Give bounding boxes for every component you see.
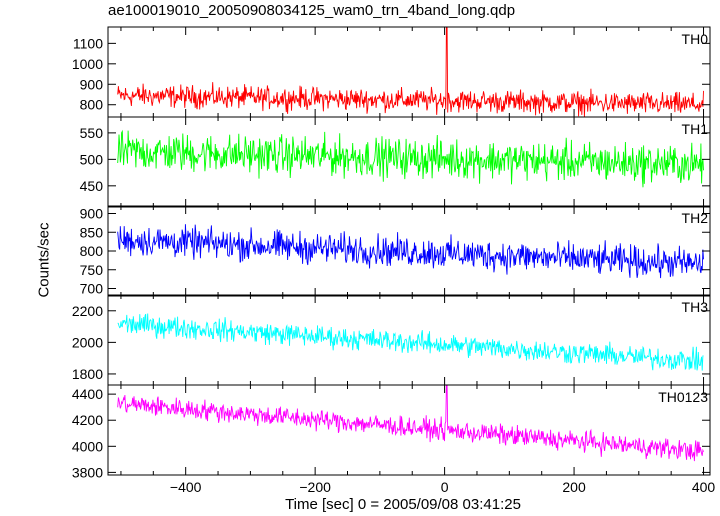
x-tick-label: −200 xyxy=(299,479,331,495)
y-tick-label: 500 xyxy=(80,151,104,167)
y-tick-label: 4000 xyxy=(72,438,103,454)
series-line-th0123 xyxy=(117,385,704,462)
panel-frame-th1 xyxy=(107,116,711,208)
x-tick-label: 0 xyxy=(441,479,449,495)
panel-label-th3: TH3 xyxy=(682,299,709,315)
y-tick-label: 2200 xyxy=(72,303,103,319)
y-tick-label: 450 xyxy=(80,178,104,194)
y-tick-label: 900 xyxy=(80,76,104,92)
y-tick-label: 4200 xyxy=(72,412,103,428)
y-tick-label: 1100 xyxy=(73,35,103,51)
series-line-th3 xyxy=(117,313,704,371)
panel-label-th0: TH0 xyxy=(682,31,709,47)
y-tick-label: 700 xyxy=(80,281,104,297)
y-tick-label: 1000 xyxy=(72,56,103,72)
panel-label-th0123: TH0123 xyxy=(658,389,708,405)
y-tick-label: 550 xyxy=(80,125,104,141)
y-tick-label: 850 xyxy=(80,224,104,240)
x-tick-label: 200 xyxy=(562,479,586,495)
y-tick-label: 4400 xyxy=(72,386,103,402)
series-line-th1 xyxy=(117,129,704,188)
y-tick-label: 1800 xyxy=(72,366,103,382)
series-line-th2 xyxy=(117,224,704,279)
panel-frame-th0123 xyxy=(107,384,711,476)
panel-label-th1: TH1 xyxy=(682,121,709,137)
y-tick-label: 3800 xyxy=(72,464,103,480)
plot-title: ae100019010_20050908034125_wam0_trn_4ban… xyxy=(108,2,516,19)
y-tick-label: 900 xyxy=(80,206,104,222)
y-tick-label: 800 xyxy=(80,97,104,113)
x-axis-label: Time [sec] 0 = 2005/09/08 03:41:25 xyxy=(285,496,521,513)
series-line-th0 xyxy=(117,27,704,117)
panel-label-th2: TH2 xyxy=(682,210,709,226)
y-tick-label: 2000 xyxy=(72,334,103,350)
x-tick-label: 400 xyxy=(692,479,716,495)
x-tick-label: −400 xyxy=(170,479,202,495)
y-tick-label: 800 xyxy=(80,243,104,259)
y-tick-label: 750 xyxy=(80,262,104,278)
